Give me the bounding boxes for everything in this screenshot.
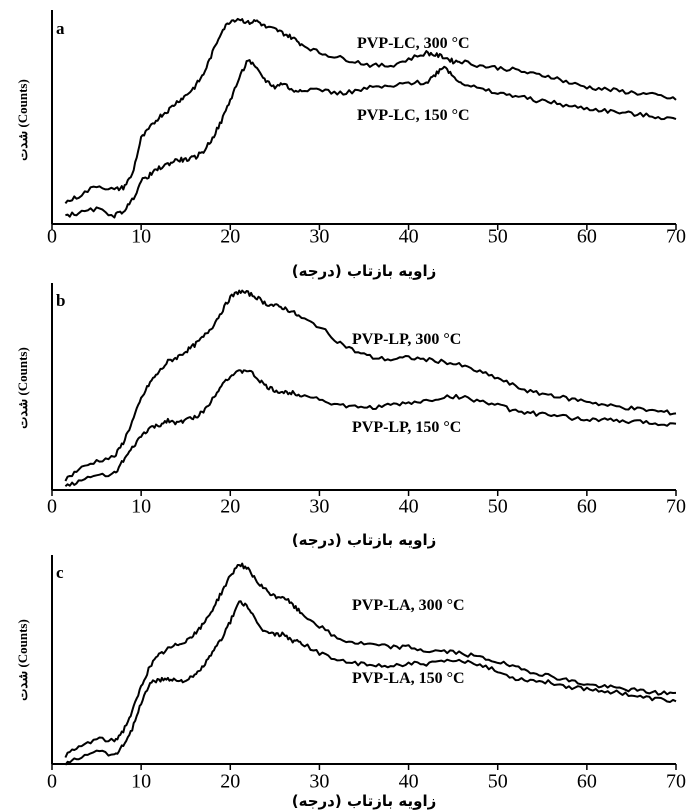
x-tick-label: 0 bbox=[47, 226, 57, 248]
panel-letter: c bbox=[56, 563, 64, 582]
x-tick-label: 20 bbox=[220, 496, 240, 518]
x-tick-label: 10 bbox=[131, 496, 151, 518]
x-tick-label: 10 bbox=[131, 226, 151, 248]
x-tick-label: 60 bbox=[577, 771, 597, 793]
series-line-150c bbox=[64, 600, 677, 766]
chart-panel-c: 0 10 20 30 40 50 60 70 زاویه بازتاب (درجه) شدت (C… bbox=[15, 555, 686, 810]
series-line-150c bbox=[65, 59, 677, 219]
x-tick-label: 40 bbox=[399, 226, 419, 248]
series-line-300c bbox=[64, 289, 677, 482]
x-tick-label: 40 bbox=[399, 496, 419, 518]
chart-panel-a: 0 10 20 30 40 50 60 70 زاویه بازتاب (درجه) شدت (C… bbox=[15, 10, 686, 280]
x-tick-label: 60 bbox=[577, 226, 597, 248]
x-tick-label: 30 bbox=[309, 771, 329, 793]
x-tick-label: 70 bbox=[666, 226, 686, 248]
x-tick-label: 50 bbox=[488, 771, 508, 793]
x-tick-label: 30 bbox=[309, 226, 329, 248]
x-tick-label: 50 bbox=[488, 496, 508, 518]
x-axis-label: زاویه بازتاب (درجه) bbox=[292, 792, 436, 810]
series-label-300c: PVP-LP, 300 °C bbox=[352, 331, 461, 348]
y-axis-label: شدت (Counts) bbox=[15, 347, 30, 429]
x-axis-label: زاویه بازتاب (درجه) bbox=[292, 262, 436, 280]
series-line-300c bbox=[64, 17, 677, 205]
x-tick-label: 0 bbox=[47, 771, 57, 793]
x-tick-label: 10 bbox=[131, 771, 151, 793]
series-label-150c: PVP-LP, 150 °C bbox=[352, 419, 461, 436]
series-label-150c: PVP-LA, 150 °C bbox=[352, 670, 465, 687]
chart-panel-b: 0 10 20 30 40 50 60 70 زاویه بازتاب (درجه) شدت (C… bbox=[15, 283, 686, 549]
series-line-300c bbox=[64, 562, 677, 758]
x-tick-label: 70 bbox=[666, 496, 686, 518]
x-tick-label: 60 bbox=[577, 496, 597, 518]
series-label-300c: PVP-LA, 300 °C bbox=[352, 597, 465, 614]
x-tick-label: 20 bbox=[220, 226, 240, 248]
y-axis-label: شدت (Counts) bbox=[15, 619, 30, 701]
x-axis-label: زاویه بازتاب (درجه) bbox=[292, 531, 436, 549]
series-line-150c bbox=[64, 369, 677, 487]
x-tick-label: 70 bbox=[666, 771, 686, 793]
x-tick-label: 30 bbox=[309, 496, 329, 518]
x-tick-label: 40 bbox=[399, 771, 419, 793]
panel-letter: a bbox=[56, 19, 65, 38]
y-axis-label: شدت (Counts) bbox=[15, 79, 30, 161]
series-label-300c: PVP-LC, 300 °C bbox=[357, 35, 470, 52]
series-label-150c: PVP-LC, 150 °C bbox=[357, 107, 470, 124]
x-tick-label: 20 bbox=[220, 771, 240, 793]
panel-letter: b bbox=[56, 291, 65, 310]
x-tick-label: 0 bbox=[47, 496, 57, 518]
x-tick-label: 50 bbox=[488, 226, 508, 248]
